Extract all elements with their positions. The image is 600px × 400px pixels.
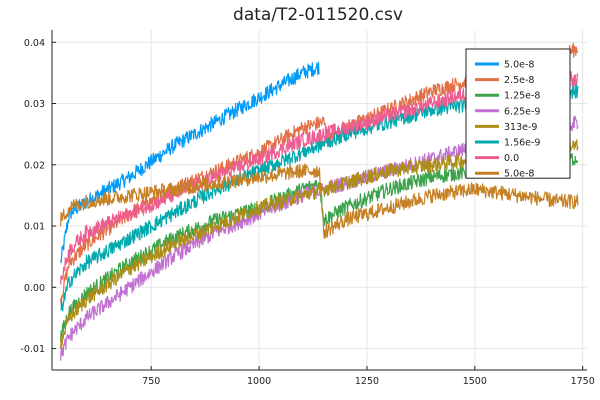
legend-label: 2.5e-8 [504,75,534,86]
y-tick-label: 0.01 [24,222,45,233]
y-tick-label: 0.03 [24,99,45,110]
x-tick-label: 1000 [247,376,271,387]
chart-title: data/T2-011520.csv [233,5,403,25]
legend-label: 0.0 [504,153,519,164]
x-tick-label: 1750 [571,376,595,387]
x-tick-label: 1500 [463,376,487,387]
y-tick-label: -0.01 [20,344,45,355]
y-tick-label: 0.04 [24,38,45,49]
series-line-8 [60,163,579,239]
x-tick-label: 750 [142,376,160,387]
series-line-1 [60,61,320,264]
legend-label: 5.0e-8 [504,60,534,71]
axes: 750 1000 1250 1500 1750-0.010.000.010.020.03… [20,30,595,387]
x-tick-label: 1250 [355,376,379,387]
legend-label: 313e-9 [504,122,537,133]
y-tick-label: 0.02 [24,160,45,171]
legend-label: 1.25e-8 [504,91,540,102]
legend-label: 5.0e-8 [504,169,534,180]
legend-label: 1.56e-9 [504,138,540,149]
y-tick-label: 0.00 [24,283,45,294]
legend: 5.0e-8 2.5e-8 1.25e-8 6.25e-9 313e-9 1.56e-9 0… [465,48,571,180]
series-lines [60,42,579,361]
legend-label: 6.25e-9 [504,106,540,117]
